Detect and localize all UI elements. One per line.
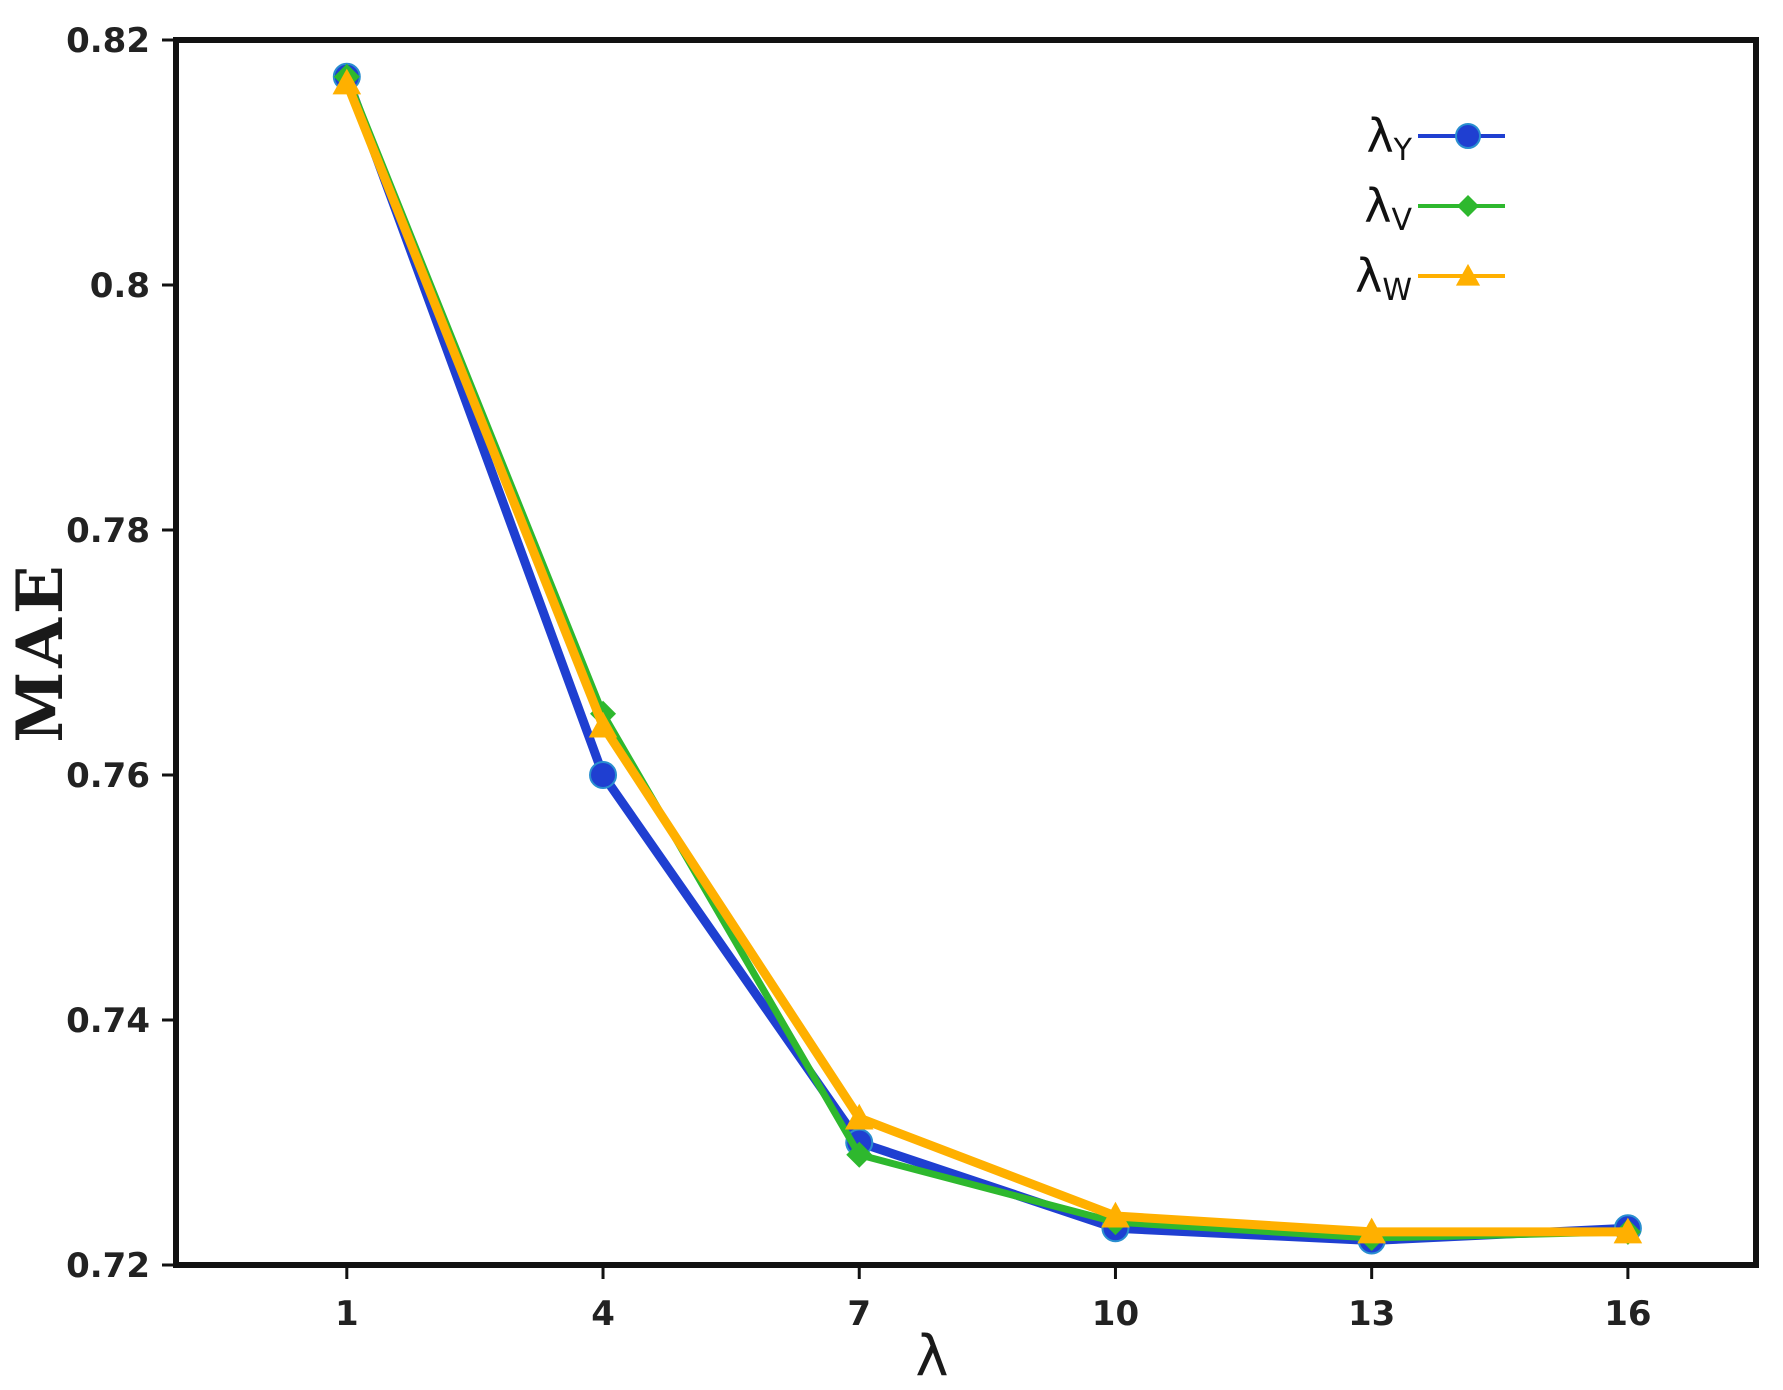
y-axis-title: MAE (3, 561, 78, 742)
data-point (588, 711, 618, 738)
legend-marker (1455, 123, 1481, 149)
data-point (332, 68, 362, 95)
series-line (342, 78, 1633, 1237)
y-tick-label: 0.74 (66, 1001, 150, 1041)
data-point (1357, 1217, 1386, 1244)
data-point (1613, 1217, 1643, 1244)
y-tick-label: 0.76 (66, 756, 150, 796)
legend-label: λW (1355, 249, 1412, 308)
legend-item: λY (1366, 109, 1505, 168)
series-v (333, 63, 1641, 1252)
series-w (332, 68, 1643, 1244)
data-point (589, 761, 618, 789)
legend-label: λY (1366, 109, 1412, 168)
data-point (846, 1141, 873, 1168)
plot-frame (173, 37, 1759, 1268)
legend-item: λV (1364, 179, 1505, 238)
legend-marker (1457, 195, 1479, 217)
y-tick-label: 0.78 (66, 511, 150, 551)
legend: λY λV λW (1355, 109, 1505, 308)
series-line (342, 72, 1633, 1245)
x-axis-title: λ (915, 1324, 948, 1389)
legend-marker (1455, 263, 1481, 286)
series-y (332, 62, 1642, 1255)
data-point (1101, 1201, 1130, 1228)
x-tick-label: 13 (1348, 1294, 1395, 1334)
y-axis-ticks: 0.72 0.74 0.76 0.78 0.8 0.82 (66, 21, 176, 1286)
legend-label: λV (1364, 179, 1412, 238)
y-tick-label: 0.72 (66, 1246, 150, 1286)
x-tick-label: 7 (847, 1294, 871, 1334)
x-tick-label: 1 (335, 1294, 359, 1334)
x-axis-ticks: 1 4 7 10 13 16 (335, 1265, 1652, 1334)
series-layer (332, 62, 1643, 1255)
series-line (343, 73, 1632, 1242)
x-tick-label: 10 (1092, 1294, 1139, 1334)
legend-item: λW (1355, 249, 1505, 308)
y-tick-label: 0.8 (90, 266, 150, 306)
x-tick-label: 16 (1604, 1294, 1651, 1334)
y-tick-label: 0.82 (66, 21, 150, 61)
data-point (844, 1103, 874, 1130)
x-tick-label: 4 (591, 1294, 615, 1334)
